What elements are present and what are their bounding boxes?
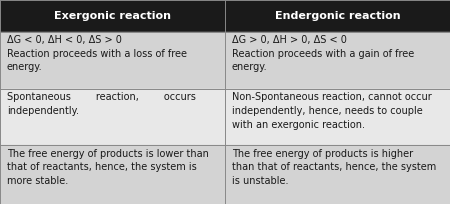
Text: ΔG > 0, ΔH > 0, ΔS < 0
Reaction proceeds with a gain of free
energy.: ΔG > 0, ΔH > 0, ΔS < 0 Reaction proceeds… <box>232 35 414 72</box>
Bar <box>0 145 225 204</box>
Bar <box>0 32 225 89</box>
Bar <box>225 145 450 204</box>
Bar <box>0 0 225 32</box>
Text: Exergonic reaction: Exergonic reaction <box>54 11 171 21</box>
Text: Endergonic reaction: Endergonic reaction <box>274 11 400 21</box>
Text: Spontaneous        reaction,        occurs
independently.: Spontaneous reaction, occurs independent… <box>7 92 196 116</box>
Bar <box>0 89 225 145</box>
Text: ΔG < 0, ΔH < 0, ΔS > 0
Reaction proceeds with a loss of free
energy.: ΔG < 0, ΔH < 0, ΔS > 0 Reaction proceeds… <box>7 35 187 72</box>
Text: Non-Spontaneous reaction, cannot occur
independently, hence, needs to couple
wit: Non-Spontaneous reaction, cannot occur i… <box>232 92 432 130</box>
Bar <box>225 89 450 145</box>
Text: The free energy of products is higher
than that of reactants, hence, the system
: The free energy of products is higher th… <box>232 149 436 186</box>
Bar <box>225 0 450 32</box>
Text: The free energy of products is lower than
that of reactants, hence, the system i: The free energy of products is lower tha… <box>7 149 209 186</box>
Bar <box>225 32 450 89</box>
